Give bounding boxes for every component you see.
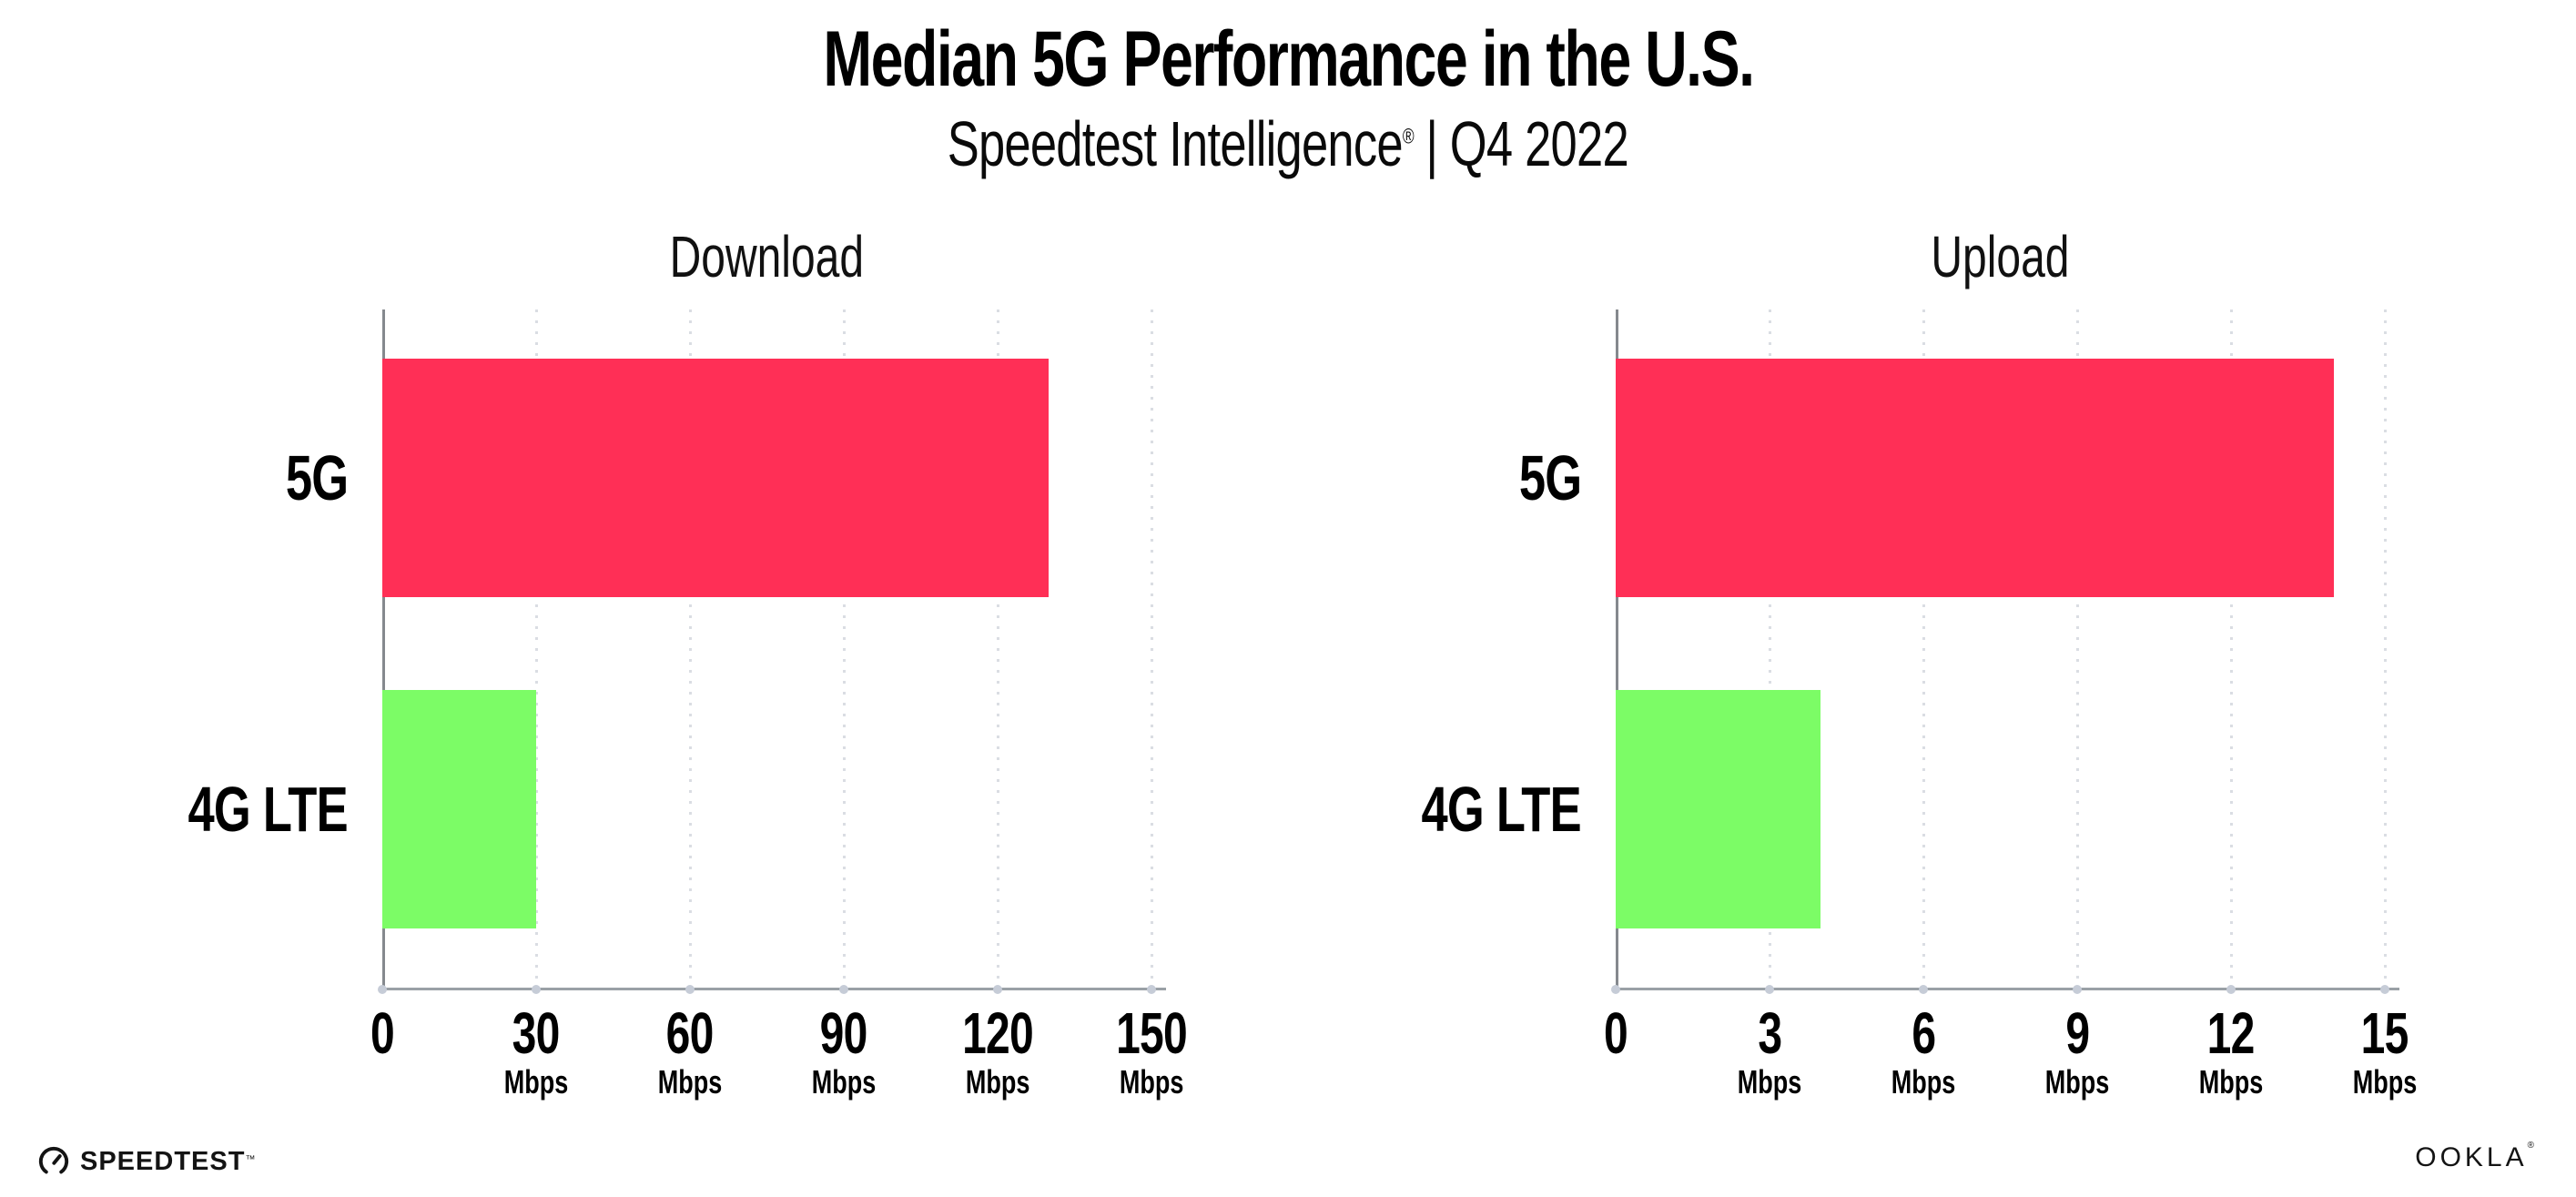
axis-tick-dot bbox=[685, 985, 695, 994]
gridline bbox=[689, 309, 692, 989]
upload-plot-area: 5G 4G LTE bbox=[1422, 309, 2399, 994]
page-subtitle-text: Speedtest Intelligence® | Q4 2022 bbox=[947, 107, 1629, 180]
x-axis-line bbox=[382, 988, 1166, 990]
download-chart-title-text: Download bbox=[669, 224, 865, 289]
gridline bbox=[2076, 309, 2079, 989]
axis-tick-dot bbox=[1147, 985, 1156, 994]
tick-label: 15 Mbps bbox=[2352, 1000, 2418, 1101]
speedtest-wordmark: SPEEDTEST bbox=[80, 1146, 246, 1176]
subtitle-brand: Speedtest Intelligence bbox=[947, 108, 1404, 180]
bar-5g-download bbox=[382, 359, 1050, 597]
ookla-logo: OOKLA® bbox=[2415, 1141, 2534, 1173]
axis-tick-dot bbox=[1765, 985, 1774, 994]
tick-label: 12 Mbps bbox=[2198, 1000, 2264, 1101]
gridline bbox=[1151, 309, 1153, 989]
page-subtitle: Speedtest Intelligence® | Q4 2022 bbox=[0, 107, 2576, 180]
y-axis-line bbox=[1616, 309, 1618, 990]
ookla-wordmark: OOKLA bbox=[2415, 1142, 2528, 1172]
tick-label: 120 Mbps bbox=[962, 1000, 1034, 1101]
subtitle-separator: | bbox=[1425, 108, 1439, 180]
axis-tick-dot bbox=[2226, 985, 2236, 994]
registered-mark: ® bbox=[1403, 124, 1415, 148]
category-label-5g-text: 5G bbox=[1518, 442, 1581, 513]
category-label-4g-lte-text: 4G LTE bbox=[1421, 774, 1582, 845]
page-title-text: Median 5G Performance in the U.S. bbox=[822, 15, 1755, 103]
ookla-registered: ® bbox=[2527, 1141, 2534, 1151]
axis-tick-dot bbox=[839, 985, 848, 994]
category-label-5g: 5G bbox=[1288, 359, 1616, 597]
tick-label: 60 Mbps bbox=[657, 1000, 723, 1101]
axis-tick-dot bbox=[2380, 985, 2389, 994]
gridline bbox=[1922, 309, 1925, 989]
category-label-4g-lte: 4G LTE bbox=[0, 690, 382, 928]
category-label-4g-lte: 4G LTE bbox=[1288, 690, 1616, 928]
tick-label: 30 Mbps bbox=[503, 1000, 569, 1101]
axis-tick-dot bbox=[1919, 985, 1928, 994]
gridline bbox=[2384, 309, 2387, 989]
tick-label: 9 Mbps bbox=[2044, 1000, 2110, 1101]
download-plot-area: 5G 4G LTE bbox=[188, 309, 1166, 994]
gridline bbox=[535, 309, 538, 989]
download-chart-panel: Download 5G 4G LTE bbox=[0, 223, 1288, 1143]
tick-label: 150 Mbps bbox=[1116, 1000, 1188, 1101]
download-chart-title: Download bbox=[382, 223, 1151, 309]
tick-label: 6 Mbps bbox=[1891, 1000, 1956, 1101]
gridline bbox=[843, 309, 846, 989]
upload-chart-title: Upload bbox=[1616, 223, 2385, 309]
axis-tick-dot bbox=[532, 985, 541, 994]
gridline bbox=[2230, 309, 2233, 989]
subtitle-period: Q4 2022 bbox=[1449, 108, 1629, 180]
tick-label: 0 bbox=[370, 1000, 395, 1066]
download-x-tick-labels: 0 30 Mbps 60 Mbps 90 Mbps 120 Mbps 150 Mbps bbox=[370, 989, 1188, 1143]
speedtest-trademark: ™ bbox=[245, 1154, 256, 1165]
axis-tick-dot bbox=[2073, 985, 2082, 994]
upload-x-tick-labels: 0 3 Mbps 6 Mbps 9 Mbps 12 Mbps 15 Mbps bbox=[1604, 989, 2417, 1143]
axis-tick-dot bbox=[378, 985, 387, 994]
upload-chart-panel: Upload 5G 4G LTE bbox=[1288, 223, 2576, 1143]
y-axis-line bbox=[382, 309, 385, 990]
header: Median 5G Performance in the U.S. Speedt… bbox=[0, 18, 2576, 180]
charts-row: Download 5G 4G LTE bbox=[0, 223, 2576, 1143]
page-title: Median 5G Performance in the U.S. bbox=[0, 15, 2576, 103]
upload-chart-title-text: Upload bbox=[1931, 224, 2070, 289]
bar-4g-lte-upload bbox=[1616, 690, 1821, 928]
axis-tick-dot bbox=[1611, 985, 1620, 994]
tick-label: 90 Mbps bbox=[811, 1000, 877, 1101]
tick-label: 3 Mbps bbox=[1737, 1000, 1802, 1101]
bar-4g-lte-download bbox=[382, 690, 536, 928]
speedtest-gauge-icon bbox=[38, 1146, 69, 1174]
tick-label: 0 bbox=[1604, 1000, 1628, 1066]
gridline bbox=[997, 309, 999, 989]
bar-5g-upload bbox=[1616, 359, 2334, 597]
category-label-4g-lte-text: 4G LTE bbox=[188, 774, 349, 845]
gridline bbox=[1769, 309, 1771, 989]
category-label-5g-text: 5G bbox=[285, 442, 348, 513]
category-label-5g: 5G bbox=[0, 359, 382, 597]
speedtest-logo: SPEEDTEST ™ bbox=[38, 1146, 255, 1177]
x-axis-line bbox=[1616, 988, 2399, 990]
axis-tick-dot bbox=[993, 985, 1002, 994]
